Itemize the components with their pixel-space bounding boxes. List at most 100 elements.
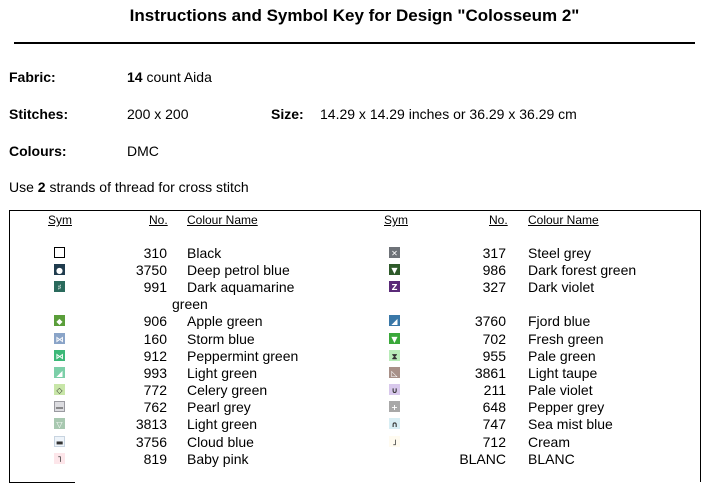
symbol-swatch-icon: ⋈: [54, 350, 65, 361]
key-row: ▼ 986 Dark forest green: [0, 262, 709, 279]
colour-name: Fjord blue: [528, 313, 591, 329]
key-row: +648 Pepper grey: [0, 399, 709, 416]
key-row: ⧗ 955 Pale green: [0, 348, 709, 365]
colour-name: Pale violet: [528, 382, 593, 398]
colours-label: Colours:: [9, 143, 67, 159]
key-row: — 762 Pearl grey: [0, 399, 709, 416]
dmc-number: 912: [143, 348, 167, 364]
colour-name: Fresh green: [528, 331, 604, 347]
fabric-count: 14: [127, 69, 143, 85]
page-title: Instructions and Symbol Key for Design "…: [129, 6, 580, 25]
symbol-swatch-icon: ▼: [389, 333, 400, 344]
dmc-number: 310: [143, 245, 167, 261]
strands-note: Use 2 strands of thread for cross stitch: [9, 179, 249, 195]
dmc-number: 702: [482, 331, 506, 347]
table-bottom-edge: [9, 482, 75, 483]
key-row: ∩ 747 Sea mist blue: [0, 416, 709, 433]
note-post: strands of thread for cross stitch: [45, 179, 249, 195]
dmc-number: 906: [143, 313, 167, 329]
dmc-number: 160: [143, 331, 167, 347]
key-row: ▼ 702 Fresh green: [0, 331, 709, 348]
symbol-swatch-icon: ✕: [389, 247, 400, 258]
dmc-number: 712: [482, 434, 506, 450]
symbol-key-table: [9, 210, 701, 482]
size-label: Size:: [271, 106, 304, 122]
dmc-number: 747: [482, 416, 506, 432]
key-row: Z 327 Dark violet: [0, 279, 709, 296]
symbol-swatch-icon: [54, 247, 65, 258]
fabric-label: Fabric:: [9, 69, 56, 85]
symbol-swatch-icon: ⋈: [54, 333, 65, 344]
key-row: ˥ 819 Baby pink: [0, 451, 709, 468]
key-row: ⋈ 912 Peppermint green: [0, 348, 709, 365]
colour-name: Pale green: [528, 348, 596, 364]
header-no-left: No.: [149, 213, 168, 227]
colours-value: DMC: [127, 143, 159, 159]
colour-name: Pepper grey: [528, 399, 605, 415]
symbol-swatch-icon: ●: [54, 264, 65, 275]
colour-name: Apple green: [187, 313, 263, 329]
key-row: ◢ 3760 Fjord blue: [0, 313, 709, 330]
symbol-swatch-icon: ˥: [54, 453, 65, 464]
key-row: ◇ 772 Celery green: [0, 382, 709, 399]
symbol-swatch-icon: ◺: [389, 367, 400, 378]
size-value: 14.29 x 14.29 inches or 36.29 x 36.29 cm: [320, 106, 577, 122]
dmc-number: 3756: [135, 434, 167, 450]
colour-name: Deep petrol blue: [187, 262, 290, 278]
symbol-swatch-icon: ▼: [389, 264, 400, 275]
symbol-swatch-icon: [389, 453, 400, 464]
dmc-number: 762: [143, 399, 167, 415]
dmc-number: 3861: [474, 365, 506, 381]
dmc-number: 993: [143, 365, 167, 381]
key-row: ● 3750 Deep petrol blue: [0, 262, 709, 279]
stitches-value: 200 x 200: [127, 106, 189, 122]
header-name-right: Colour Name: [528, 213, 599, 227]
colour-name: Cream: [528, 434, 571, 450]
symbol-swatch-icon: ▽: [54, 418, 65, 429]
header-no-right: No.: [489, 213, 508, 227]
fabric-value: 14 count Aida: [127, 69, 212, 85]
symbol-swatch-icon: ♯: [54, 281, 65, 292]
dmc-number: 648: [482, 399, 506, 415]
symbol-swatch-icon: Z: [389, 281, 400, 292]
symbol-swatch-icon: ∪: [389, 384, 400, 395]
key-row: ◺ 3861 Light taupe: [0, 365, 709, 382]
symbol-swatch-icon: ◇: [54, 384, 65, 395]
colour-name: Peppermint green: [187, 348, 299, 364]
colour-name: Dark aquamarine: [187, 279, 295, 295]
colour-name: BLANC: [528, 451, 575, 467]
symbol-swatch-icon: ˩: [389, 436, 400, 447]
dmc-number: 819: [143, 451, 167, 467]
dmc-number: 3813: [135, 416, 167, 432]
key-row: ˩ 712 Cream: [0, 434, 709, 451]
key-row: ▬ 3756 Cloud blue: [0, 434, 709, 451]
dmc-number: BLANC: [459, 451, 506, 467]
dmc-number: 772: [143, 382, 167, 398]
left-name-continuation: green: [172, 296, 208, 312]
symbol-swatch-icon: ◢: [389, 315, 400, 326]
dmc-number: 211: [483, 382, 506, 398]
symbol-swatch-icon: ◢: [54, 367, 65, 378]
key-row: ♯ 991 Dark aquamarine: [0, 279, 709, 296]
key-row: ✕ 317 Steel grey: [0, 245, 709, 262]
dmc-number: 327: [482, 279, 506, 295]
header-sym-left: Sym: [48, 213, 72, 227]
dmc-number: 3750: [135, 262, 167, 278]
colour-name: Steel grey: [528, 245, 592, 261]
note-pre: Use: [9, 179, 38, 195]
symbol-swatch-icon: ∩: [389, 418, 400, 429]
symbol-swatch-icon: ▬: [54, 436, 65, 447]
key-row: ▽ 3813 Light green: [0, 416, 709, 433]
symbol-swatch-icon: +: [389, 401, 400, 412]
dmc-number: 3760: [474, 313, 506, 329]
dmc-number: 955: [482, 348, 506, 364]
header-name-left: Colour Name: [187, 213, 258, 227]
colour-name: Light green: [187, 365, 258, 381]
note-strands: 2: [37, 179, 46, 195]
colour-name: Celery green: [187, 382, 268, 398]
colour-name: Storm blue: [187, 331, 255, 347]
key-row: ◆ 906 Apple green: [0, 313, 709, 330]
colour-name: Cloud blue: [187, 434, 254, 450]
dmc-number: 317: [482, 245, 506, 261]
fabric-type: count Aida: [142, 69, 212, 85]
